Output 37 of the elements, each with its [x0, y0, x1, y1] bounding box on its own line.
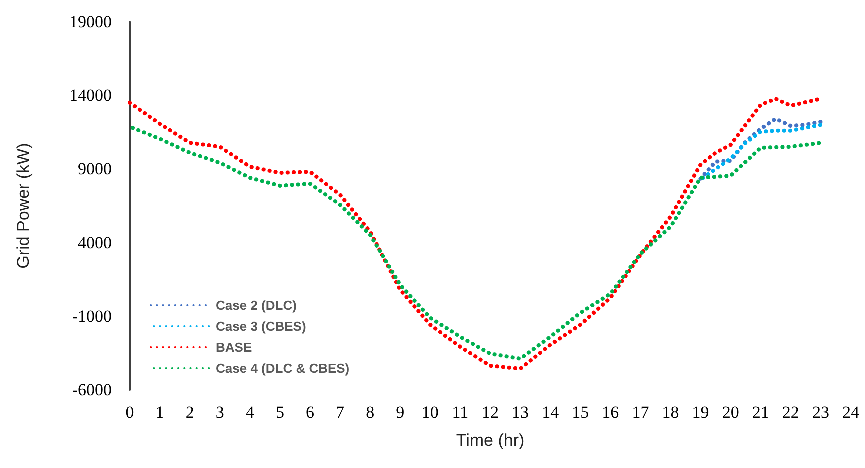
legend-label: BASE — [216, 340, 252, 355]
x-axis-title: Time (hr) — [456, 431, 525, 450]
x-tick-label: 10 — [422, 403, 439, 422]
x-tick-label: 15 — [572, 403, 590, 422]
y-axis-title: Grid Power (kW) — [14, 143, 33, 269]
x-tick-label: 1 — [156, 403, 164, 422]
x-tick-label: 3 — [216, 403, 224, 422]
x-tick-label: 13 — [512, 403, 530, 422]
x-tick-label: 21 — [752, 403, 770, 422]
x-tick-label: 2 — [186, 403, 194, 422]
x-tick-label: 17 — [632, 403, 650, 422]
x-tick-label: 18 — [662, 403, 680, 422]
y-tick-label: 9000 — [78, 160, 112, 179]
y-tick-label: -1000 — [72, 306, 112, 326]
x-tick-label: 24 — [842, 403, 860, 422]
x-tick-label: 5 — [276, 403, 284, 422]
legend-label: Case 4 (DLC & CBES) — [216, 361, 350, 376]
x-tick-label: 0 — [126, 403, 134, 422]
legend-label: Case 3 (CBES) — [216, 319, 306, 334]
x-tick-label: 22 — [782, 403, 800, 422]
y-tick-label: 4000 — [78, 233, 112, 252]
x-tick-label: 4 — [246, 403, 255, 422]
x-tick-label: 9 — [396, 403, 405, 422]
x-tick-label: 7 — [336, 403, 346, 422]
x-tick-label: 11 — [452, 403, 469, 422]
x-tick-label: 6 — [306, 403, 314, 422]
x-tick-label: 12 — [482, 403, 499, 422]
legend-label: Case 2 (DLC) — [216, 298, 297, 313]
y-tick-label: 19000 — [70, 12, 112, 32]
x-tick-label: 14 — [542, 403, 560, 422]
x-tick-label: 20 — [722, 403, 740, 422]
y-tick-label: 14000 — [70, 86, 112, 106]
x-tick-label: 19 — [692, 403, 710, 422]
y-tick-label: -6000 — [72, 380, 112, 400]
x-tick-label: 8 — [366, 403, 375, 422]
x-tick-label: 23 — [812, 403, 830, 422]
x-tick-label: 16 — [602, 403, 620, 422]
